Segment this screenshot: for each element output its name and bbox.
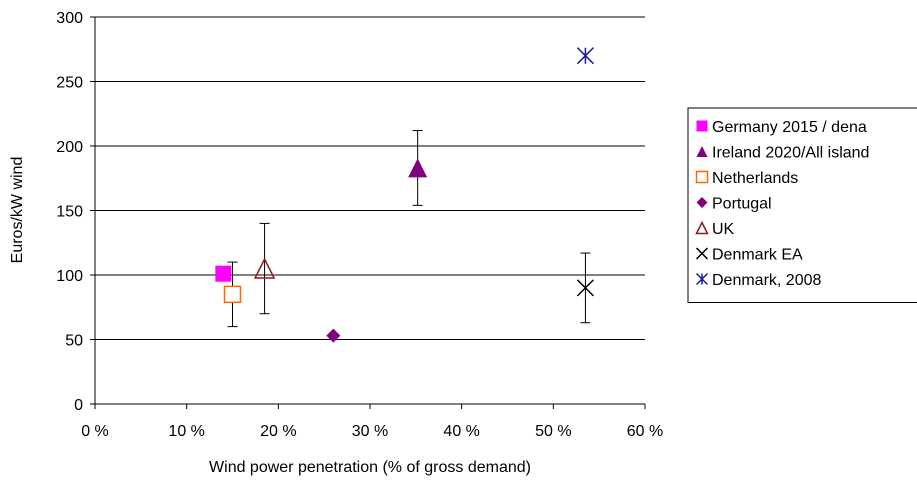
legend-label: Netherlands <box>712 170 798 187</box>
data-point <box>326 328 341 343</box>
gridlines <box>95 16 645 340</box>
data-point <box>576 279 594 297</box>
tick-labels: 0 50 100 150 200 250 300 0 % 10 % 20 % 30 % 40 % 50 … <box>56 10 663 440</box>
y-tick-label: 200 <box>56 139 83 156</box>
y-tick-label: 300 <box>56 10 83 27</box>
x-tick-label: 30 % <box>352 423 388 440</box>
data-point <box>223 285 242 304</box>
data-points <box>215 47 594 343</box>
legend-marker <box>696 197 708 208</box>
legend-box <box>687 107 917 303</box>
legend-label: Denmark EA <box>712 247 803 264</box>
x-axis-label: Wind power penetration (% of gross deman… <box>209 459 531 476</box>
legend-marker <box>695 170 709 184</box>
y-tick-label: 100 <box>56 268 83 285</box>
x-tick-label: 60 % <box>627 423 663 440</box>
legend-label: Ireland 2020/All island <box>712 145 869 162</box>
data-point <box>408 158 428 178</box>
y-tick-label: 150 <box>56 204 83 221</box>
legend-label: Germany 2015 / dena <box>712 119 867 136</box>
x-tick-label: 40 % <box>443 423 479 440</box>
legend-label: Denmark, 2008 <box>712 272 821 289</box>
legend-marker <box>696 146 708 157</box>
axes <box>90 16 646 409</box>
legend: Germany 2015 / dena Ireland 2020/All isla… <box>687 107 917 303</box>
data-point <box>576 47 594 65</box>
x-tick-label: 20 % <box>260 423 296 440</box>
x-tick-label: 50 % <box>535 423 571 440</box>
y-axis-label: Euros/kW wind <box>9 157 26 264</box>
x-tick-label: 10 % <box>168 423 204 440</box>
legend-label: Portugal <box>712 196 772 213</box>
legend-marker <box>695 272 709 286</box>
legend-marker <box>695 247 709 260</box>
y-tick-label: 0 <box>74 397 83 414</box>
error-bars <box>227 130 591 328</box>
data-point <box>253 257 276 279</box>
legend-marker <box>695 220 709 235</box>
y-tick-label: 50 <box>65 333 83 350</box>
legend-marker <box>696 120 708 132</box>
legend-label: UK <box>712 221 735 238</box>
y-tick-label: 250 <box>56 75 83 92</box>
x-tick-label: 0 % <box>81 423 109 440</box>
data-point <box>215 265 232 282</box>
